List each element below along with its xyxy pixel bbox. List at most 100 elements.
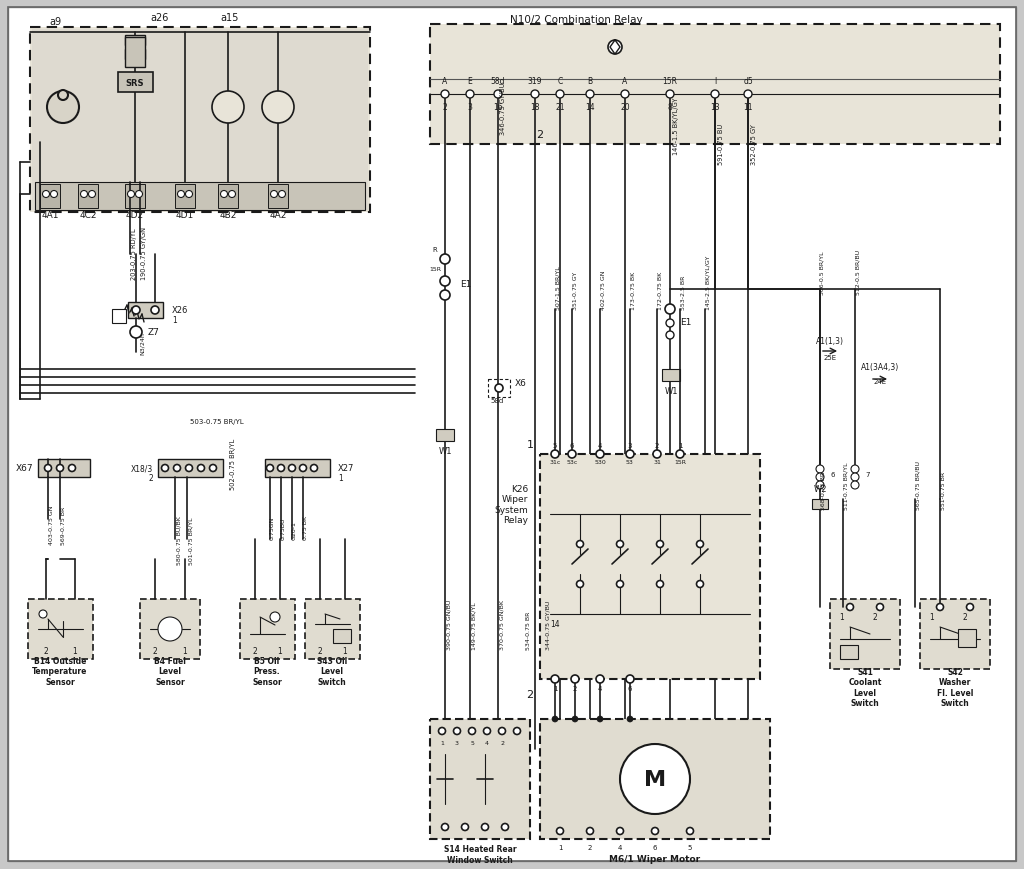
Text: 4B2: 4B2 <box>219 210 237 219</box>
Text: I: I <box>714 77 716 86</box>
Text: 319: 319 <box>527 77 543 86</box>
Text: 4: 4 <box>617 844 623 850</box>
Text: 13: 13 <box>711 103 720 111</box>
Text: 2: 2 <box>872 613 878 622</box>
Circle shape <box>577 541 584 547</box>
Circle shape <box>462 824 469 831</box>
Text: 402-0.75 GN: 402-0.75 GN <box>601 270 606 309</box>
Circle shape <box>696 541 703 547</box>
Circle shape <box>44 465 51 472</box>
Circle shape <box>596 675 604 683</box>
Text: 5: 5 <box>688 844 692 850</box>
Text: 1: 1 <box>278 647 283 656</box>
Circle shape <box>270 191 278 198</box>
Text: 568-0.75 BR: 568-0.75 BR <box>821 471 826 509</box>
Text: X6: X6 <box>515 379 527 388</box>
Circle shape <box>130 327 142 339</box>
Text: 1: 1 <box>73 647 78 656</box>
Text: 530: 530 <box>594 460 606 465</box>
Text: 6: 6 <box>628 686 632 691</box>
Text: 58d: 58d <box>490 397 504 403</box>
Text: 1: 1 <box>840 613 845 622</box>
Circle shape <box>531 91 539 99</box>
Circle shape <box>666 91 674 99</box>
Text: 352-0.75 GY: 352-0.75 GY <box>751 124 757 165</box>
Circle shape <box>210 465 216 472</box>
Text: 15R: 15R <box>674 460 686 465</box>
Circle shape <box>88 191 95 198</box>
Text: 20: 20 <box>621 103 630 111</box>
Bar <box>662 369 680 381</box>
Text: B: B <box>588 77 593 86</box>
Circle shape <box>577 580 584 587</box>
Circle shape <box>299 465 306 472</box>
Circle shape <box>587 827 594 834</box>
Text: E: E <box>468 77 472 86</box>
Bar <box>35 182 365 211</box>
Text: SRS: SRS <box>126 78 144 88</box>
Text: 2: 2 <box>963 613 968 622</box>
Bar <box>268 185 288 209</box>
Bar <box>30 28 370 213</box>
Text: 346-0.75 GY/BU: 346-0.75 GY/BU <box>500 83 506 135</box>
Text: 58d: 58d <box>490 77 505 86</box>
Text: 553-2.5 BR: 553-2.5 BR <box>681 275 686 309</box>
Text: 591-0.75 BU: 591-0.75 BU <box>718 123 724 165</box>
Text: 8: 8 <box>668 103 673 111</box>
Text: 145-2.5 BK/YL/GY: 145-2.5 BK/YL/GY <box>706 255 711 309</box>
Text: 351-0.75 GY: 351-0.75 GY <box>573 271 578 309</box>
Text: a26: a26 <box>151 13 169 23</box>
Circle shape <box>483 727 490 734</box>
Text: N3/24h: N3/24h <box>140 332 145 355</box>
Text: 172-0.75 BK: 172-0.75 BK <box>658 271 663 309</box>
Text: 3: 3 <box>455 740 459 746</box>
Circle shape <box>440 276 450 287</box>
Text: 370-0.75 GN/BK: 370-0.75 GN/BK <box>499 600 504 649</box>
Bar <box>218 185 238 209</box>
Circle shape <box>262 92 294 124</box>
Bar <box>240 600 295 660</box>
Text: 569-0.75 BR: 569-0.75 BR <box>61 506 66 544</box>
Circle shape <box>596 450 604 459</box>
Circle shape <box>665 305 675 315</box>
Bar <box>125 36 145 46</box>
Text: 0.75 BK: 0.75 BK <box>303 515 308 540</box>
Bar <box>430 720 530 839</box>
Text: 507-1.5 BR/YL: 507-1.5 BR/YL <box>556 266 561 309</box>
Text: K26
Wiper
System
Relay: K26 Wiper System Relay <box>495 484 528 525</box>
Bar <box>436 429 454 441</box>
Text: N10/2 Combination Relay: N10/2 Combination Relay <box>510 15 643 25</box>
Circle shape <box>128 191 134 198</box>
Text: 24E: 24E <box>873 379 887 385</box>
Circle shape <box>608 41 622 55</box>
Text: 1: 1 <box>338 474 343 483</box>
Circle shape <box>666 320 674 328</box>
Circle shape <box>620 744 690 814</box>
Text: 4: 4 <box>598 442 602 448</box>
Text: 2: 2 <box>44 647 48 656</box>
Circle shape <box>495 385 503 393</box>
Text: 2: 2 <box>537 129 544 140</box>
Text: 5: 5 <box>553 442 557 448</box>
Text: 1: 1 <box>526 440 534 449</box>
Circle shape <box>502 824 509 831</box>
Text: S42
Washer
Fl. Level
Switch: S42 Washer Fl. Level Switch <box>937 667 973 707</box>
Text: 0.75GN: 0.75GN <box>270 516 275 540</box>
Circle shape <box>847 604 853 611</box>
Circle shape <box>597 716 603 722</box>
Text: 14: 14 <box>550 620 560 629</box>
Bar <box>430 25 1000 145</box>
Bar <box>32 30 368 211</box>
Text: W1: W1 <box>665 387 678 396</box>
Text: 506-0.5 BR/YL: 506-0.5 BR/YL <box>820 251 825 295</box>
Text: 1: 1 <box>172 316 177 325</box>
Circle shape <box>851 481 859 489</box>
Text: 2: 2 <box>148 474 153 483</box>
Bar <box>265 460 330 477</box>
Circle shape <box>173 465 180 472</box>
Bar <box>488 380 510 397</box>
Circle shape <box>185 465 193 472</box>
Text: 2: 2 <box>442 103 447 111</box>
Circle shape <box>877 604 884 611</box>
Circle shape <box>278 465 285 472</box>
